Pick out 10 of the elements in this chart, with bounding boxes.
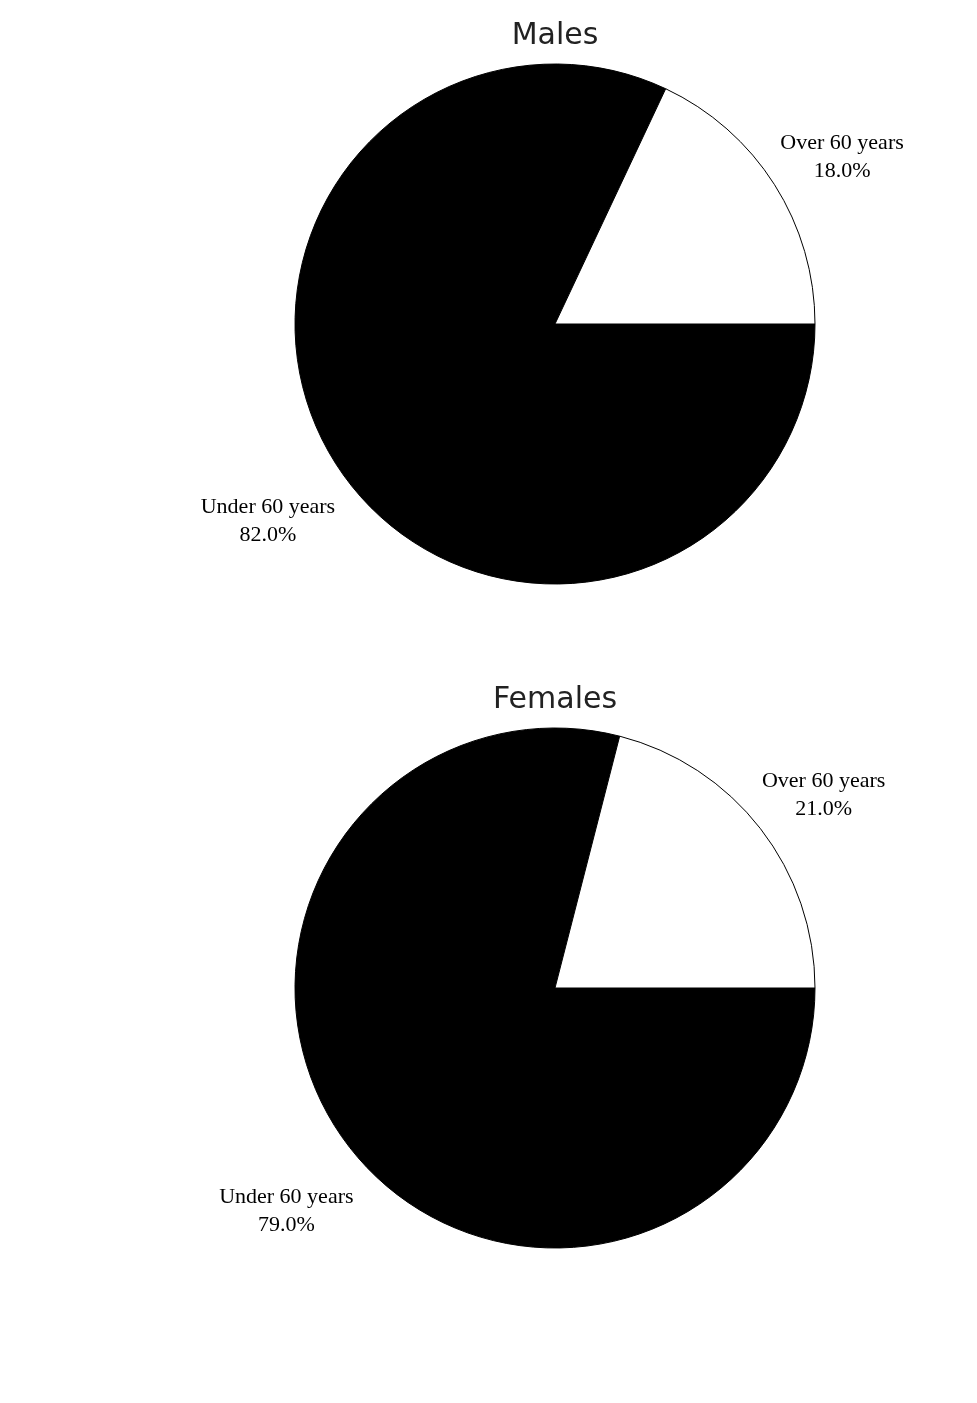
- slice-label: Under 60 years: [219, 1183, 354, 1209]
- data-label: 82.0%: [239, 521, 297, 547]
- slice-label: Over 60 years: [761, 766, 886, 792]
- chart-title: Females: [492, 680, 618, 715]
- slice-label: Under 60 years: [200, 493, 336, 519]
- chart-title: Males: [511, 16, 599, 51]
- data-label: 79.0%: [257, 1211, 315, 1237]
- data-label: 21.0%: [795, 794, 853, 820]
- data-label: 18.0%: [813, 156, 871, 182]
- slice-label: Over 60 years: [780, 128, 904, 154]
